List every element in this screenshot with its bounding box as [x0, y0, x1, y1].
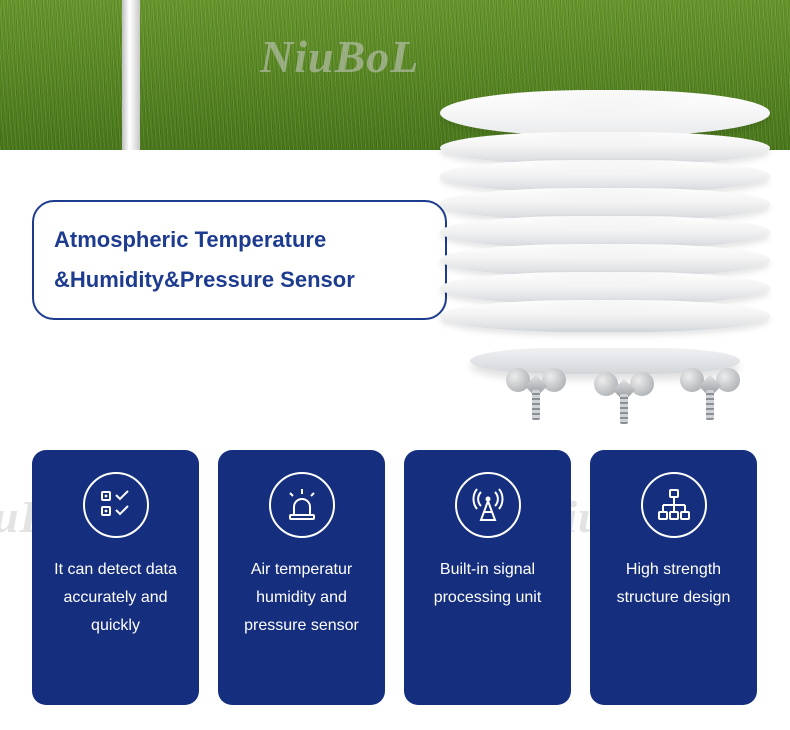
feature-caption: Air temperatur humidity and pressure sen…: [228, 556, 375, 640]
alarm-icon: [269, 472, 335, 538]
louver-plate: [440, 90, 770, 136]
louver-plate: [440, 300, 770, 332]
feature-card: Built-in signal processing unit: [404, 450, 571, 705]
feature-card: High strength structure design: [590, 450, 757, 705]
feature-card: Air temperatur humidity and pressure sen…: [218, 450, 385, 705]
title-line-1: Atmospheric Temperature: [54, 220, 355, 260]
hierarchy-icon: [641, 472, 707, 538]
title-line-2: &Humidity&Pressure Sensor: [54, 260, 355, 300]
product-title: Atmospheric Temperature &Humidity&Pressu…: [54, 220, 355, 299]
feature-caption: Built-in signal processing unit: [414, 556, 561, 612]
wing-screw: [680, 364, 740, 424]
pole: [122, 0, 140, 150]
checklist-icon: [83, 472, 149, 538]
product-title-box: Atmospheric Temperature &Humidity&Pressu…: [32, 200, 447, 320]
feature-card: It can detect data accurately and quickl…: [32, 450, 199, 705]
wing-screw: [594, 368, 654, 428]
feature-cards-row: It can detect data accurately and quickl…: [32, 450, 758, 705]
feature-caption: It can detect data accurately and quickl…: [42, 556, 189, 640]
antenna-icon: [455, 472, 521, 538]
sensor-device-illustration: [440, 90, 770, 430]
wing-screw: [506, 364, 566, 424]
feature-caption: High strength structure design: [600, 556, 747, 612]
louver-stack: [440, 90, 770, 332]
